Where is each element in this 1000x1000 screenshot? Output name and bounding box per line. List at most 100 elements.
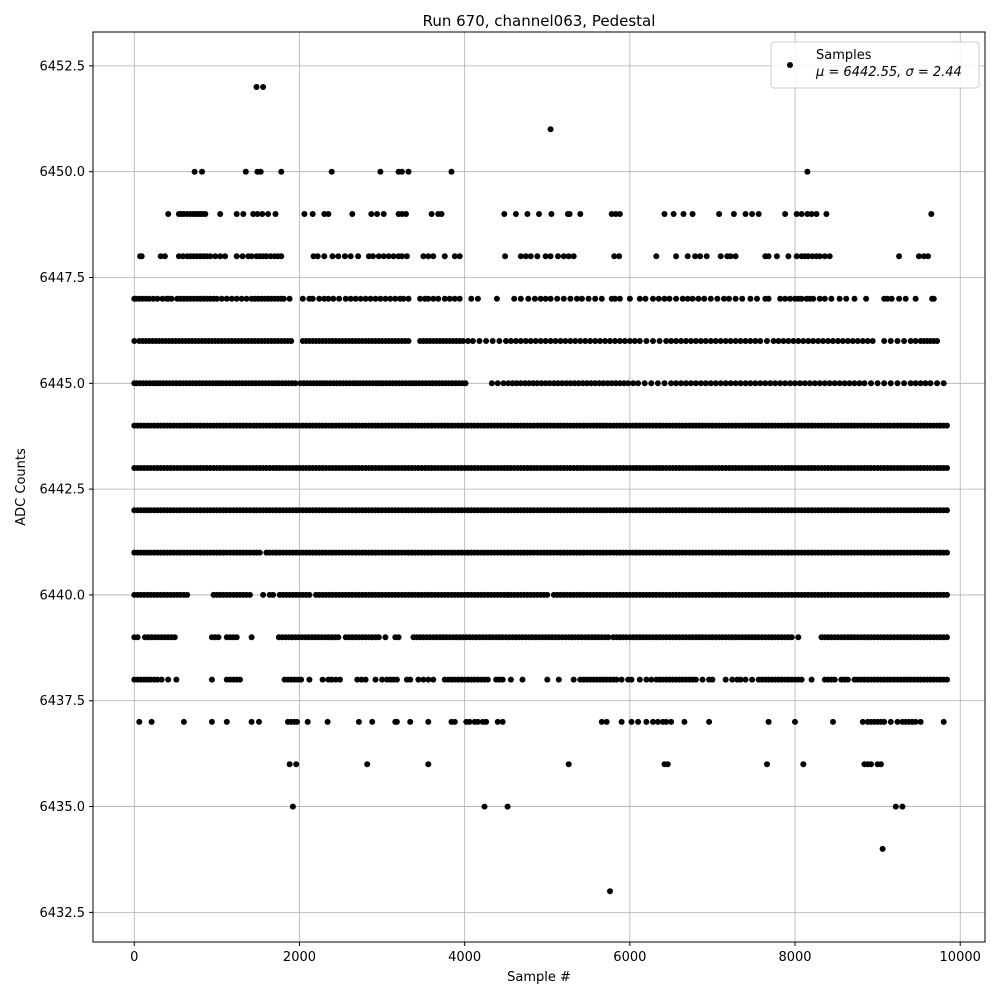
data-point: [321, 211, 328, 217]
data-point: [375, 634, 382, 641]
data-point: [894, 338, 901, 344]
data-point: [248, 634, 255, 641]
data-point: [248, 718, 255, 725]
data-point: [830, 718, 836, 725]
data-point: [393, 718, 400, 725]
y-tick-label: 6432.5: [40, 906, 86, 921]
data-point: [635, 718, 642, 725]
data-point: [299, 295, 306, 302]
data-point: [572, 338, 579, 344]
data-point: [752, 380, 759, 387]
data-point: [567, 380, 574, 387]
data-point: [804, 211, 811, 217]
data-point: [559, 380, 566, 387]
data-point: [213, 295, 220, 302]
data-point: [222, 253, 229, 260]
data-point: [407, 676, 414, 683]
data-point: [881, 338, 888, 344]
data-point: [256, 549, 263, 556]
data-point: [405, 168, 412, 175]
data-point: [171, 634, 178, 641]
data-point: [846, 380, 853, 387]
data-point: [821, 253, 828, 260]
data-point: [683, 380, 689, 387]
data-point: [335, 634, 342, 641]
data-point: [717, 380, 724, 387]
data-point: [612, 380, 619, 387]
data-point: [476, 338, 483, 344]
data-point: [347, 295, 354, 302]
data-point: [278, 253, 285, 260]
data-point: [616, 211, 623, 217]
data-point: [836, 380, 843, 387]
data-point: [689, 211, 696, 217]
data-point: [643, 718, 650, 725]
data-point: [242, 168, 249, 175]
data-point: [319, 676, 326, 683]
data-point: [679, 295, 686, 302]
data-point: [438, 211, 445, 217]
data-point: [499, 676, 506, 683]
data-point: [727, 253, 734, 260]
data-point: [175, 253, 182, 260]
data-point: [254, 211, 261, 217]
data-point: [666, 295, 673, 302]
x-tick-label: 2000: [283, 950, 316, 965]
data-point: [764, 761, 770, 768]
data-point: [474, 718, 481, 725]
data-point: [944, 591, 950, 598]
data-point: [655, 295, 662, 302]
data-point: [168, 295, 175, 302]
data-point: [944, 634, 950, 641]
data-point: [892, 803, 899, 810]
data-point: [625, 380, 632, 387]
data-point: [877, 761, 884, 768]
data-point: [184, 591, 191, 598]
data-point: [917, 718, 924, 725]
data-point: [907, 380, 914, 387]
data-point: [379, 676, 386, 683]
data-point: [420, 676, 427, 683]
data-point: [944, 422, 950, 429]
data-point: [793, 211, 800, 217]
data-point: [630, 380, 637, 387]
data-point: [678, 338, 685, 344]
data-point: [462, 380, 469, 387]
data-point: [912, 338, 919, 344]
data-point: [831, 676, 838, 683]
data-point: [806, 380, 813, 387]
data-point: [233, 295, 240, 302]
data-point: [816, 295, 823, 302]
data-point: [425, 761, 432, 768]
data-point: [370, 253, 376, 260]
data-point: [362, 676, 369, 683]
data-point: [538, 380, 545, 387]
data-point: [810, 338, 817, 344]
data-point: [592, 295, 599, 302]
data-point: [793, 253, 800, 260]
data-point: [260, 591, 267, 598]
data-point: [425, 676, 432, 683]
data-point: [501, 211, 508, 217]
y-tick-label: 6437.5: [40, 694, 86, 709]
data-point: [537, 295, 544, 302]
data-point: [387, 295, 394, 302]
data-point: [420, 253, 427, 260]
data-point: [702, 380, 709, 387]
data-point: [868, 761, 874, 768]
data-point: [742, 211, 749, 217]
data-point: [605, 634, 612, 641]
legend: Samples μ = 6442.55, σ = 2.44: [770, 41, 980, 89]
data-point: [555, 676, 562, 683]
data-point: [400, 295, 407, 302]
data-point: [831, 380, 838, 387]
data-point: [762, 380, 769, 387]
data-point: [826, 380, 833, 387]
data-point: [859, 338, 866, 344]
data-point: [737, 676, 744, 683]
data-point: [689, 295, 696, 302]
y-tick-label: 6435.0: [40, 800, 86, 815]
data-point: [730, 211, 737, 217]
data-point: [579, 380, 586, 387]
data-point: [571, 380, 578, 387]
